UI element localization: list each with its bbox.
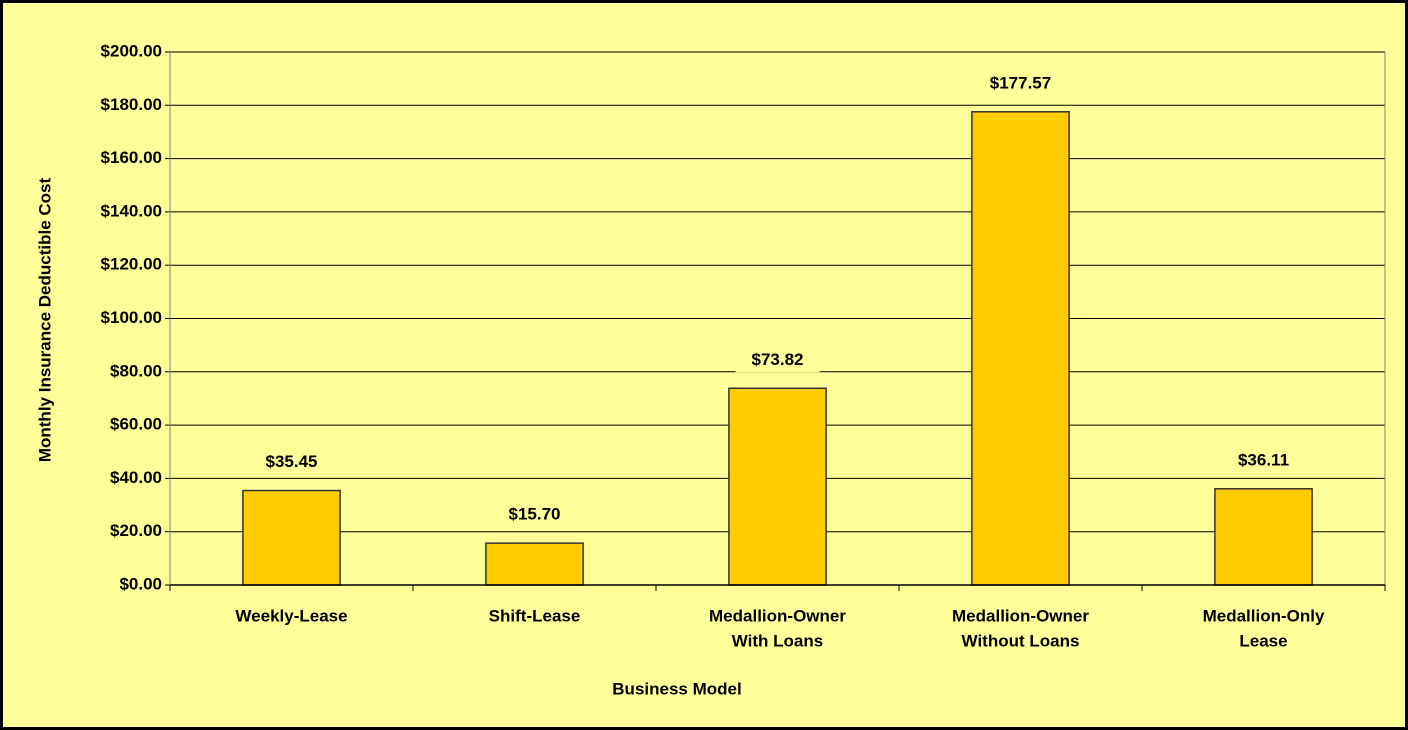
y-axis-title: Monthly Insurance Deductible Cost: [35, 178, 54, 463]
x-tick-label: Without Loans: [962, 631, 1080, 650]
x-tick-label: With Loans: [732, 631, 823, 650]
y-tick-label: $80.00: [110, 361, 162, 380]
y-tick-label: $60.00: [110, 415, 162, 434]
data-label: $73.82: [752, 350, 804, 369]
data-label: $36.11: [1238, 450, 1289, 469]
x-tick-label: Medallion-Owner: [709, 606, 846, 625]
data-label-background: [1221, 448, 1306, 473]
bar: [1214, 488, 1313, 586]
data-label-background: [492, 503, 577, 528]
x-tick-label: Weekly-Lease: [235, 606, 347, 625]
y-tick-label: $100.00: [101, 308, 162, 327]
data-label: $15.70: [509, 505, 561, 524]
y-tick-label: $20.00: [110, 521, 162, 540]
data-label-background: [978, 71, 1063, 96]
data-label: $177.57: [990, 73, 1051, 92]
x-tick-label: Medallion-Owner: [952, 606, 1089, 625]
data-label: $35.45: [266, 452, 318, 471]
bar: [242, 489, 341, 586]
y-tick-label: $180.00: [101, 95, 162, 114]
bar: [971, 111, 1070, 586]
x-tick-label: Shift-Lease: [489, 606, 581, 625]
y-tick-label: $160.00: [101, 148, 162, 167]
y-tick-label: $200.00: [101, 41, 162, 60]
data-label-background: [735, 348, 820, 373]
y-tick-label: $40.00: [110, 468, 162, 487]
bar: [728, 387, 827, 586]
x-tick-label: Lease: [1239, 631, 1287, 650]
data-label-background: [249, 450, 334, 475]
x-axis-title: Business Model: [612, 679, 741, 698]
y-tick-label: $120.00: [101, 255, 162, 274]
bar: [485, 542, 584, 586]
y-tick-label: $0.00: [119, 574, 162, 593]
x-tick-label: Medallion-Only: [1203, 606, 1325, 625]
y-tick-label: $140.00: [101, 201, 162, 220]
